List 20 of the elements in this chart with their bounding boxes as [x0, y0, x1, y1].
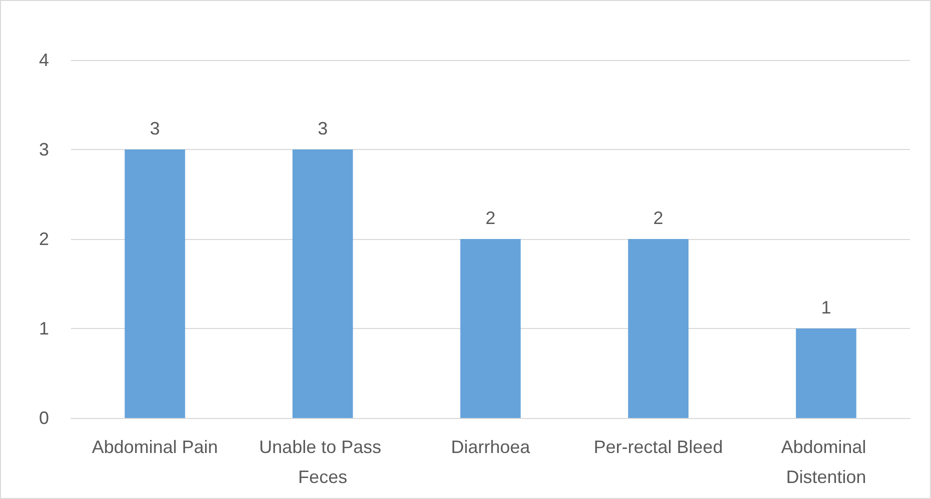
- y-tick-label: 3: [38, 140, 49, 160]
- bar: [292, 150, 353, 418]
- bar: [460, 239, 521, 418]
- data-label: 3: [150, 118, 160, 138]
- y-tick-label: 0: [38, 408, 49, 428]
- x-tick-label: Unable to Pass Feces: [259, 437, 386, 487]
- bar: [628, 239, 689, 418]
- data-label: 2: [485, 208, 496, 228]
- x-tick-label: Abdominal Pain: [92, 437, 218, 457]
- x-tick-label: Abdominal Distention: [781, 437, 872, 487]
- x-tick-label: Diarrhoea: [450, 437, 532, 457]
- bar: [796, 328, 856, 418]
- x-tick-label: Per-rectal Bleed: [594, 437, 723, 457]
- y-tick-label: 4: [38, 50, 49, 70]
- y-tick-label: 1: [38, 318, 49, 338]
- bar: [124, 150, 186, 418]
- data-label: 1: [821, 298, 832, 318]
- data-label: 2: [653, 208, 664, 228]
- data-label: 3: [318, 118, 328, 138]
- y-tick-label: 2: [38, 229, 49, 249]
